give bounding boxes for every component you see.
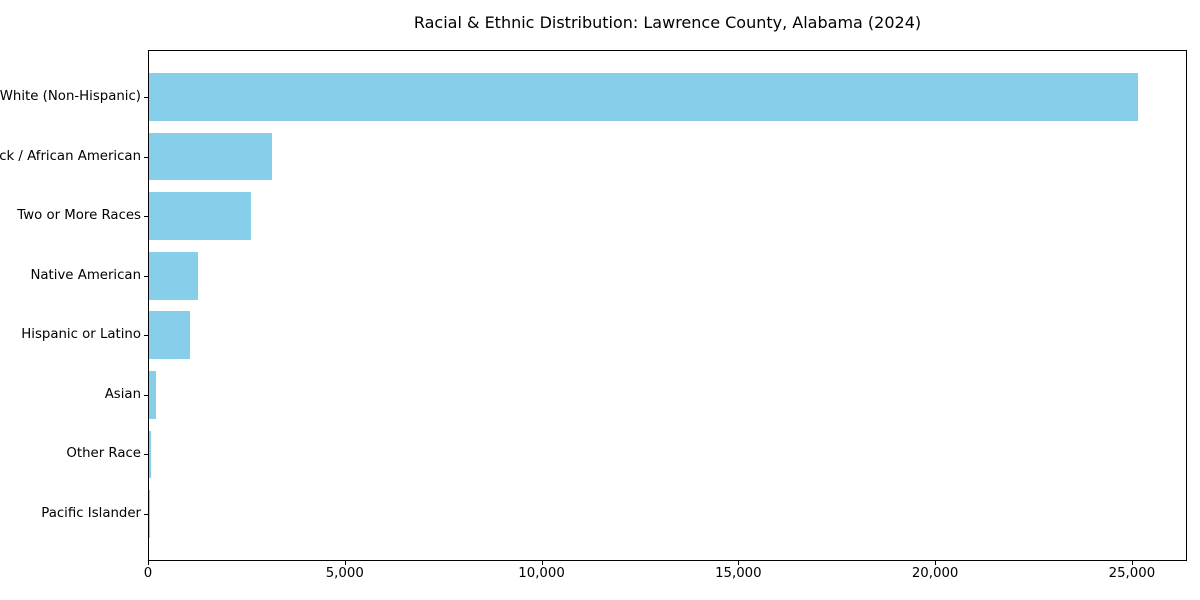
x-tick-label: 15,000 [715, 566, 762, 581]
x-tick-label: 20,000 [911, 566, 959, 581]
y-tick-mark [144, 513, 148, 515]
plot-area [148, 50, 1187, 561]
bar-asian [149, 371, 156, 419]
y-tick-mark [144, 394, 148, 396]
y-tick-label: Other Race [66, 446, 141, 462]
y-tick-label: Native American [30, 267, 141, 283]
x-tick-mark [738, 561, 740, 565]
bar-black-african-american [149, 132, 273, 181]
bar-hispanic-or-latino [149, 311, 190, 360]
bar-white-non-hispanic [149, 73, 1139, 121]
bar-other-race [149, 430, 151, 479]
x-tick-mark [541, 561, 543, 565]
x-tick-label: 5,000 [325, 566, 364, 581]
bar-two-or-more-races [149, 192, 251, 240]
y-tick-mark [144, 97, 148, 99]
chart-title: Racial & Ethnic Distribution: Lawrence C… [413, 13, 922, 32]
x-tick-mark [1131, 561, 1133, 565]
x-tick-mark [344, 561, 346, 565]
y-tick-mark [144, 335, 148, 337]
bar-native-american [149, 251, 198, 300]
y-tick-label: Two or More Races [17, 208, 141, 224]
y-tick-label: Hispanic or Latino [21, 327, 141, 343]
y-tick-label: Black / African American [0, 148, 141, 164]
y-tick-mark [144, 275, 148, 277]
x-tick-label: 25,000 [1108, 566, 1156, 581]
x-tick-mark [935, 561, 937, 565]
y-tick-mark [144, 454, 148, 456]
y-tick-mark [144, 156, 148, 158]
y-tick-mark [144, 216, 148, 218]
x-tick-label: 10,000 [518, 566, 565, 581]
y-tick-label: White (Non-Hispanic) [0, 89, 141, 105]
y-tick-label: Asian [104, 386, 141, 402]
y-axis-labels: White (Non-Hispanic) Black / African Amer… [0, 50, 141, 561]
y-tick-label: Pacific Islander [41, 505, 141, 521]
x-tick-label: 0 [143, 566, 153, 581]
x-tick-mark [148, 561, 149, 565]
